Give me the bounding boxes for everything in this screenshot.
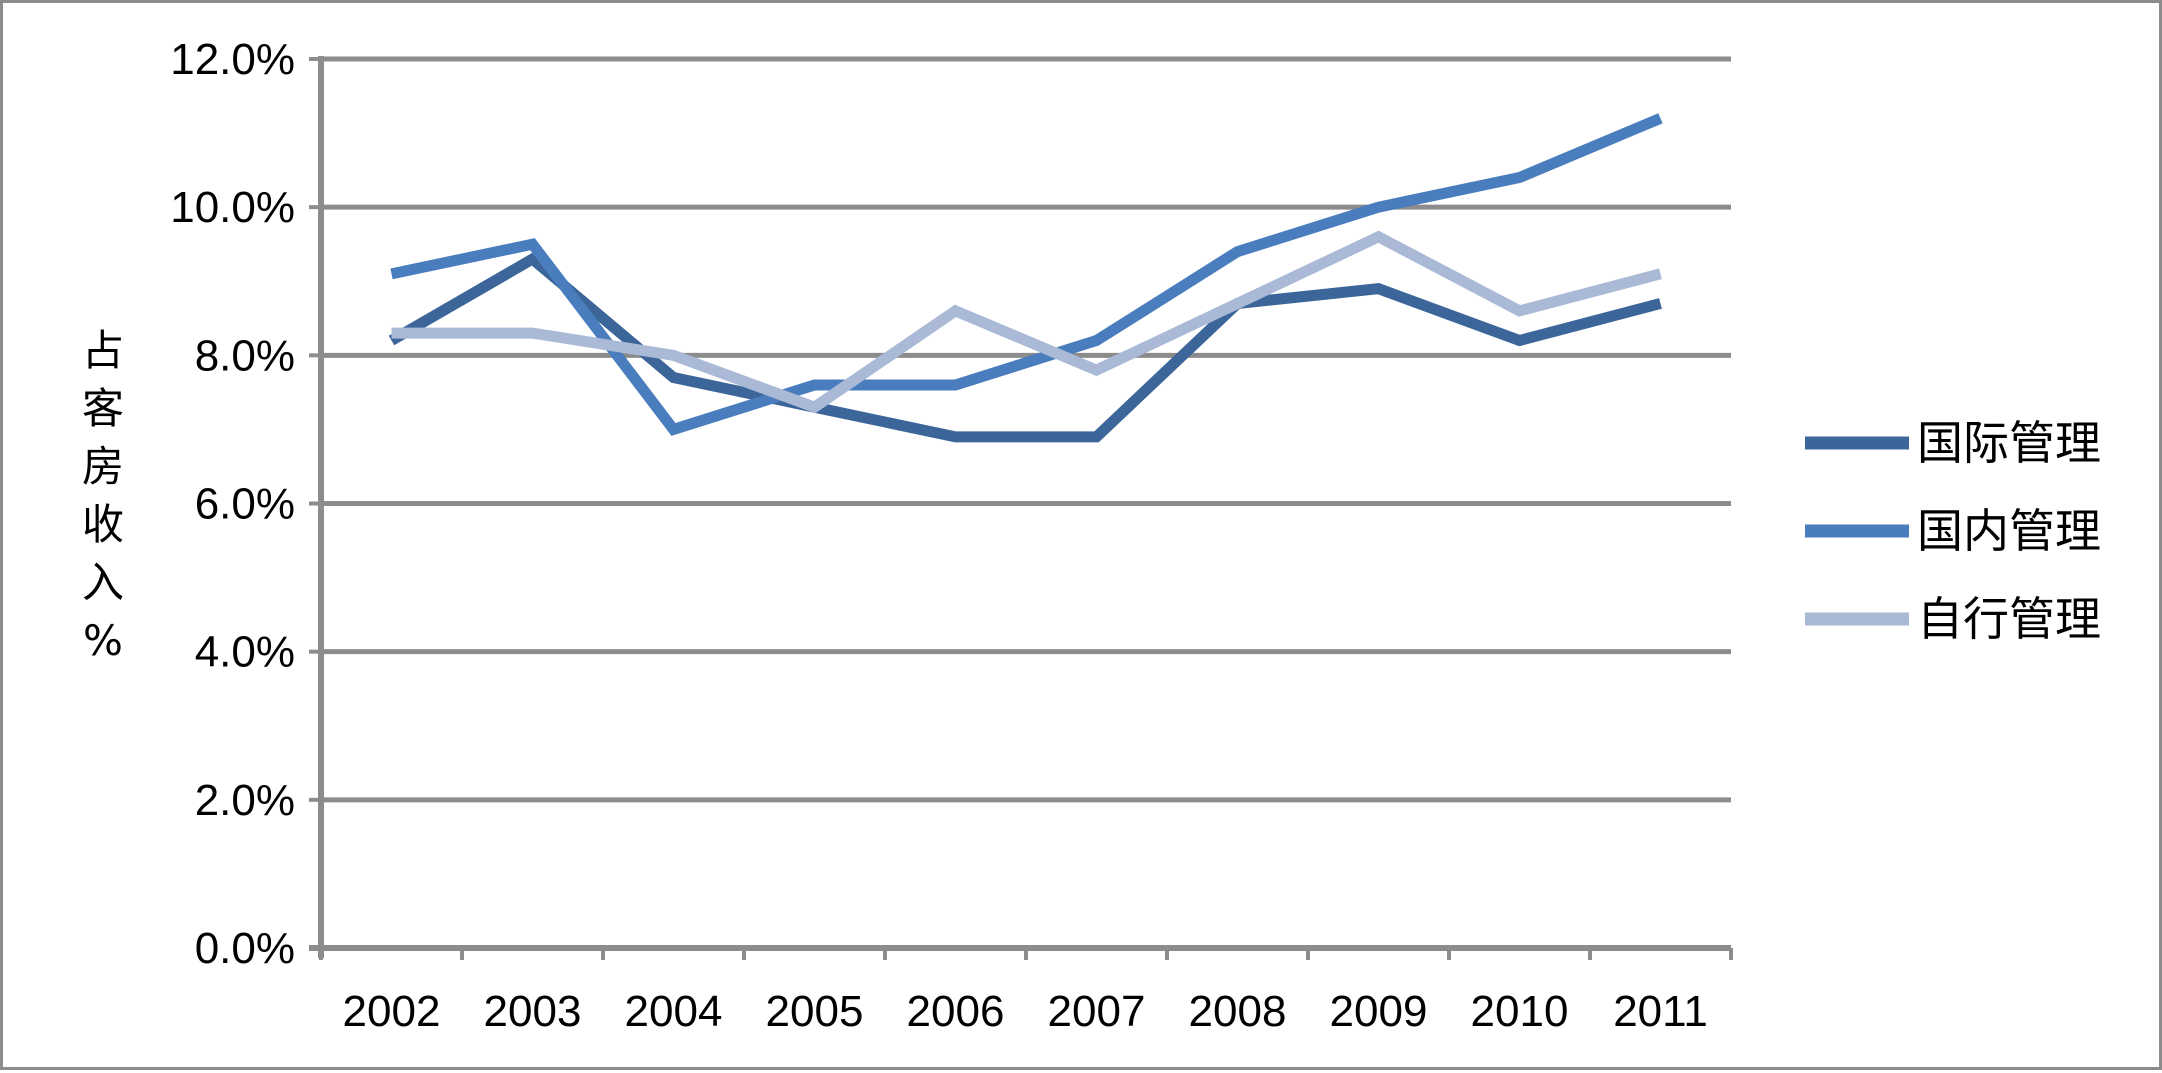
x-tick-label: 2007 bbox=[1048, 987, 1146, 1036]
x-tick-label: 2004 bbox=[625, 987, 723, 1036]
x-tick-label: 2003 bbox=[484, 987, 582, 1036]
x-tick-label: 2006 bbox=[907, 987, 1005, 1036]
series-lines bbox=[388, 113, 1663, 443]
y-axis-label-char: 房 bbox=[82, 442, 124, 491]
y-axis-label-char: 入 bbox=[82, 558, 124, 607]
x-tick-label: 2010 bbox=[1471, 987, 1569, 1036]
x-tick-label: 2009 bbox=[1330, 987, 1428, 1036]
chart-canvas: 0.0%2.0%4.0%6.0%8.0%10.0%12.0% 2002 2003 2… bbox=[82, 35, 2101, 1036]
axes bbox=[309, 56, 1733, 960]
y-tick-label: 0.0% bbox=[195, 924, 295, 973]
y-axis-label-char: 客 bbox=[82, 384, 124, 433]
y-tick-label: 4.0% bbox=[195, 628, 295, 677]
x-tick-label: 2002 bbox=[343, 987, 441, 1036]
y-tick-labels: 0.0% 2.0% 4.0% 6.0% 8.0% 10.0% 12.0% bbox=[170, 35, 295, 973]
x-tick-label: 2005 bbox=[766, 987, 864, 1036]
x-tick-label: 2011 bbox=[1613, 987, 1708, 1036]
series-line-2 bbox=[390, 113, 1663, 436]
legend-label: 国内管理 bbox=[1917, 504, 2101, 558]
x-tick-label: 2008 bbox=[1189, 987, 1287, 1036]
y-tick-label: 10.0% bbox=[170, 183, 295, 232]
series-line-3 bbox=[391, 230, 1662, 414]
legend-label: 自行管理 bbox=[1917, 592, 2101, 646]
gridlines bbox=[321, 56, 1731, 803]
y-axis-label-char: 收 bbox=[82, 500, 124, 549]
y-axis-label-char: 占 bbox=[82, 326, 124, 375]
y-tick-label: 8.0% bbox=[195, 331, 295, 380]
y-axis-label-char: % bbox=[83, 616, 123, 665]
y-tick-label: 2.0% bbox=[195, 776, 295, 825]
y-tick-label: 12.0% bbox=[170, 35, 295, 84]
x-tick-labels: 2002 2003 2004 2005 2006 2007 2008 2009 2010 2011 bbox=[343, 987, 1708, 1036]
series-line-1 bbox=[388, 252, 1662, 443]
legend-label: 国际管理 bbox=[1917, 416, 2101, 470]
y-tick-label: 6.0% bbox=[195, 480, 295, 529]
